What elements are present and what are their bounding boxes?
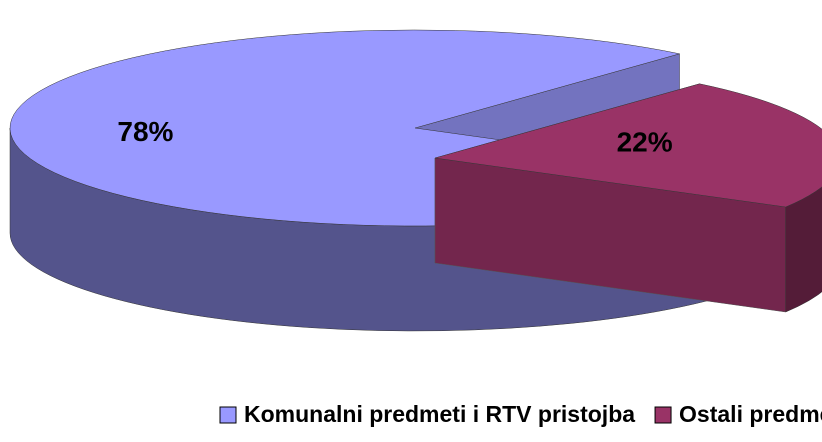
slice-side bbox=[785, 186, 822, 313]
slice bbox=[434, 83, 822, 208]
legend-label: Ostali predmeti bbox=[679, 401, 822, 427]
legend-swatch bbox=[654, 406, 672, 424]
legend-label: Komunalni predmeti i RTV pristojba bbox=[244, 401, 635, 427]
value-label: 78% bbox=[117, 116, 173, 147]
value-label: 22% bbox=[617, 127, 673, 158]
legend-swatch bbox=[219, 406, 237, 424]
